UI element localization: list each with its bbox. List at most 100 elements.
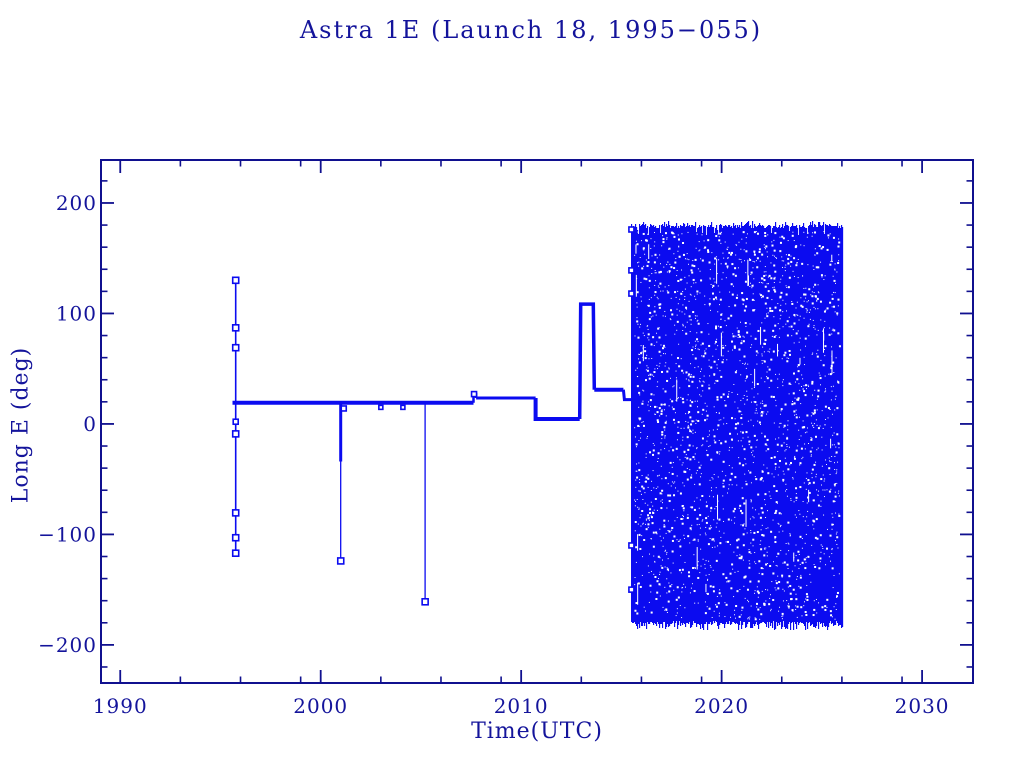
drift-speckle — [754, 618, 757, 621]
drift-speckle — [692, 432, 694, 434]
drift-speckle — [713, 435, 716, 438]
drift-speckle — [809, 309, 811, 311]
drift-speckle — [790, 255, 792, 257]
drift-speckle — [831, 513, 833, 515]
drift-speckle — [756, 257, 759, 260]
data-marker — [470, 390, 478, 398]
drift-speckle — [788, 543, 790, 545]
drift-speckle — [658, 271, 661, 274]
drift-speckle — [770, 277, 773, 280]
drift-speckle — [686, 258, 688, 260]
drift-speckle — [690, 319, 692, 321]
drift-speckle — [835, 512, 837, 514]
drift-speckle — [653, 310, 656, 313]
drift-speckle — [795, 487, 798, 490]
drift-speckle — [781, 576, 783, 578]
drift-speckle — [794, 514, 796, 516]
drift-seam — [637, 582, 639, 605]
drift-speckle — [834, 268, 836, 270]
drift-speckle — [739, 509, 742, 512]
drift-speckle — [767, 290, 770, 293]
drift-speckle — [837, 245, 840, 248]
drift-column — [807, 234, 809, 629]
drift-speckle — [646, 354, 648, 356]
drift-speckle — [769, 348, 771, 350]
drift-speckle — [740, 342, 743, 345]
drift-speckle — [778, 581, 781, 584]
drift-speckle — [712, 569, 714, 571]
drift-speckle — [713, 473, 715, 475]
drift-speckle — [751, 344, 753, 346]
drift-speckle — [732, 273, 735, 276]
drift-speckle — [708, 302, 711, 305]
drift-speckle — [793, 322, 796, 325]
drift-speckle — [795, 493, 797, 495]
drift-speckle — [650, 248, 652, 250]
drift-speckle — [753, 396, 755, 398]
drift-column — [827, 225, 829, 630]
drift-speckle — [767, 234, 769, 236]
drift-speckle — [649, 584, 652, 587]
drift-speckle — [660, 403, 663, 406]
drift-speckle — [664, 353, 666, 355]
drift-speckle — [687, 394, 689, 396]
drift-speckle — [748, 444, 750, 446]
drift-speckle — [803, 287, 805, 289]
drift-speckle — [676, 314, 678, 316]
drift-speckle — [823, 349, 825, 351]
drift-speckle — [728, 393, 730, 395]
drift-speckle — [766, 251, 768, 253]
drift-speckle — [826, 248, 829, 251]
drift-speckle — [729, 446, 731, 448]
drift-speckle — [684, 586, 686, 588]
drift-speckle — [752, 450, 754, 452]
drift-speckle — [738, 335, 741, 338]
drift-speckle — [705, 348, 707, 350]
drift-speckle — [801, 262, 804, 265]
drift-speckle — [715, 256, 717, 258]
drift-speckle — [756, 363, 758, 365]
drift-column — [745, 224, 747, 628]
drift-speckle — [718, 453, 720, 455]
drift-speckle — [787, 240, 789, 242]
drift-speckle — [781, 256, 783, 258]
drift-speckle — [682, 587, 684, 589]
drift-speckle — [688, 380, 690, 382]
drift-speckle — [688, 379, 690, 381]
drift-speckle — [775, 466, 777, 468]
drift-speckle — [731, 467, 733, 469]
drift-speckle — [823, 310, 826, 313]
drift-speckle — [719, 232, 722, 235]
drift-speckle — [686, 517, 688, 519]
drift-speckle — [709, 445, 711, 447]
drift-speckle — [677, 596, 680, 599]
drift-column — [755, 226, 757, 624]
drift-speckle — [821, 276, 823, 278]
drift-speckle — [712, 298, 715, 301]
drift-speckle — [753, 386, 755, 388]
drift-speckle — [815, 518, 818, 521]
drift-speckle — [807, 384, 809, 386]
drift-speckle — [636, 320, 639, 323]
drift-speckle — [660, 540, 662, 542]
drift-speckle — [660, 449, 662, 451]
drift-speckle — [690, 399, 692, 401]
drift-speckle — [743, 585, 745, 587]
drift-speckle — [727, 246, 729, 248]
drift-speckle — [677, 250, 679, 252]
drift-speckle — [835, 451, 838, 454]
drift-column — [672, 226, 674, 623]
drift-speckle — [681, 591, 683, 593]
drift-speckle — [755, 509, 757, 511]
drift-speckle — [653, 261, 656, 264]
drift-speckle — [788, 316, 790, 318]
drift-speckle — [689, 458, 692, 461]
drift-speckle — [776, 257, 778, 259]
drift-speckle — [721, 470, 723, 472]
drift-speckle — [756, 354, 758, 356]
data-marker — [231, 276, 240, 285]
drift-speckle — [838, 495, 840, 497]
drift-speckle — [725, 345, 727, 347]
drift-speckle — [816, 300, 818, 302]
drift-speckle — [681, 587, 683, 589]
